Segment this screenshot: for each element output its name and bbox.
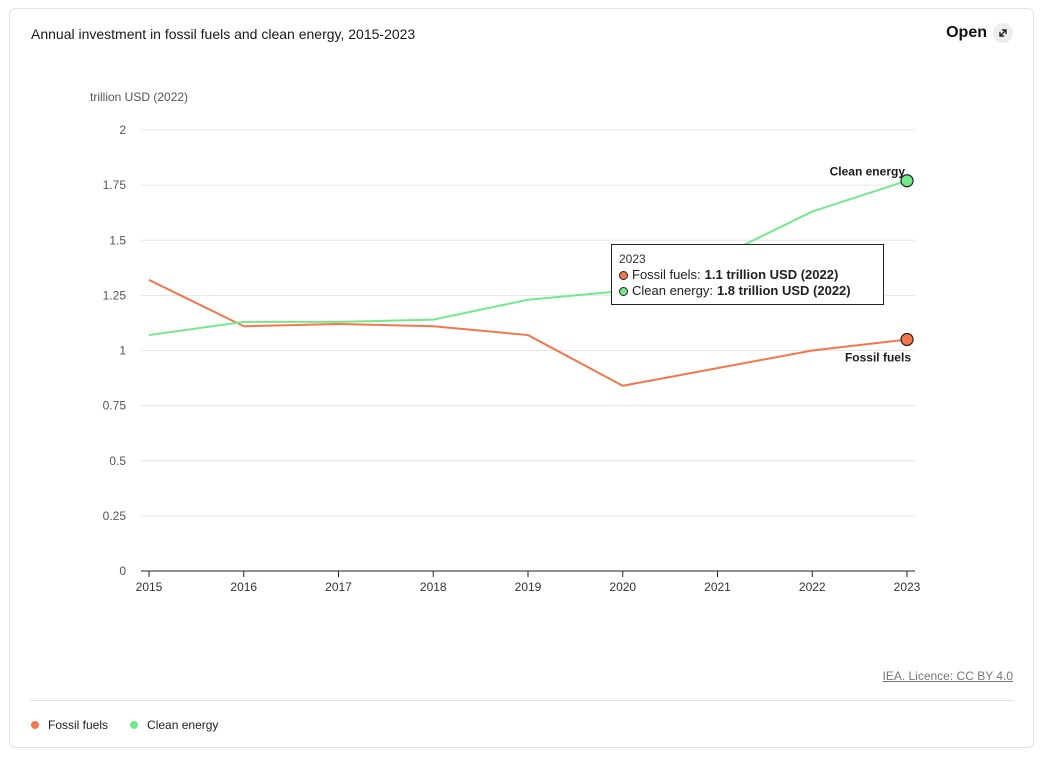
y-tick-labels: 0 0.25 0.5 0.75 1 1.25 1.5 1.75 2 xyxy=(103,123,127,578)
fossil-dot-icon xyxy=(619,270,628,280)
tooltip-value-fossil: 1.1 trillion USD (2022) xyxy=(704,267,839,282)
legend-item-clean-energy[interactable]: Clean energy xyxy=(130,718,218,732)
tooltip-year: 2023 xyxy=(619,252,646,266)
end-markers: Fossil fuels Clean energy xyxy=(830,165,914,364)
chart-tooltip: 2023 Fossil fuels: 1.1 trillion USD (202… xyxy=(611,244,884,305)
expand-arrow-icon xyxy=(993,23,1013,43)
end-marker-clean-energy xyxy=(900,174,914,188)
x-tick-label: 2016 xyxy=(230,580,257,594)
y-tick-label: 1.5 xyxy=(109,233,126,247)
x-tick-label: 2020 xyxy=(609,580,636,594)
chart-title: Annual investment in fossil fuels and cl… xyxy=(31,26,416,42)
open-button[interactable]: Open xyxy=(946,23,1013,43)
y-tick-label: 2 xyxy=(119,123,126,137)
y-tick-label: 0.75 xyxy=(103,399,127,413)
tooltip-row-fossil: Fossil fuels: 1.1 trillion USD (2022) xyxy=(619,267,876,283)
fossil-legend-dot-icon xyxy=(31,721,39,729)
y-axis-label: trillion USD (2022) xyxy=(90,90,188,104)
legend-item-fossil-fuels[interactable]: Fossil fuels xyxy=(31,718,108,732)
source-link[interactable]: IEA. Licence: CC BY 4.0 xyxy=(882,669,1013,683)
tooltip-label-clean: Clean energy: xyxy=(632,283,713,298)
end-marker-fossil-fuels xyxy=(900,332,914,347)
clean-legend-dot-icon xyxy=(130,721,139,729)
y-tick-label: 1 xyxy=(119,344,126,358)
tooltip-row-clean: Clean energy: 1.8 trillion USD (2022) xyxy=(619,283,876,299)
x-tick-label: 2018 xyxy=(420,580,447,594)
open-label: Open xyxy=(946,24,987,41)
chart-card: Annual investment in fossil fuels and cl… xyxy=(9,8,1034,748)
x-tick-label: 2015 xyxy=(136,580,163,594)
x-tick-label: 2019 xyxy=(515,580,542,594)
gridlines xyxy=(141,129,915,517)
legend-label-clean-energy: Clean energy xyxy=(147,718,219,732)
clean-dot-icon xyxy=(619,286,628,296)
y-tick-label: 0 xyxy=(119,564,126,578)
tooltip-label-fossil: Fossil fuels: xyxy=(632,267,701,282)
y-tick-label: 1.25 xyxy=(103,288,127,302)
x-tick-label: 2017 xyxy=(325,580,352,594)
end-label: Fossil fuels xyxy=(845,350,911,364)
tooltip-value-clean: 1.8 trillion USD (2022) xyxy=(716,283,851,298)
x-axis: 2015 2016 2017 2018 2019 2020 2021 2022 2023 xyxy=(136,570,921,594)
x-tick-label: 2021 xyxy=(704,580,731,594)
y-tick-label: 0.5 xyxy=(109,454,126,468)
legend-label-fossil-fuels: Fossil fuels xyxy=(48,718,109,732)
series-line-fossil-fuels xyxy=(148,279,908,387)
series-line-clean-energy xyxy=(148,179,908,337)
x-tick-label: 2022 xyxy=(799,580,826,594)
y-tick-label: 0.25 xyxy=(103,509,127,523)
divider xyxy=(30,700,1013,701)
x-tick-label: 2023 xyxy=(894,580,921,594)
series-lines xyxy=(148,179,908,387)
legend: Fossil fuels Clean energy xyxy=(31,718,218,732)
line-chart: trillion USD (2022) 0 0.25 0.5 0.75 1 1.25 1.5… xyxy=(90,90,921,594)
end-label: Clean energy xyxy=(830,165,906,179)
y-tick-label: 1.75 xyxy=(103,178,127,192)
